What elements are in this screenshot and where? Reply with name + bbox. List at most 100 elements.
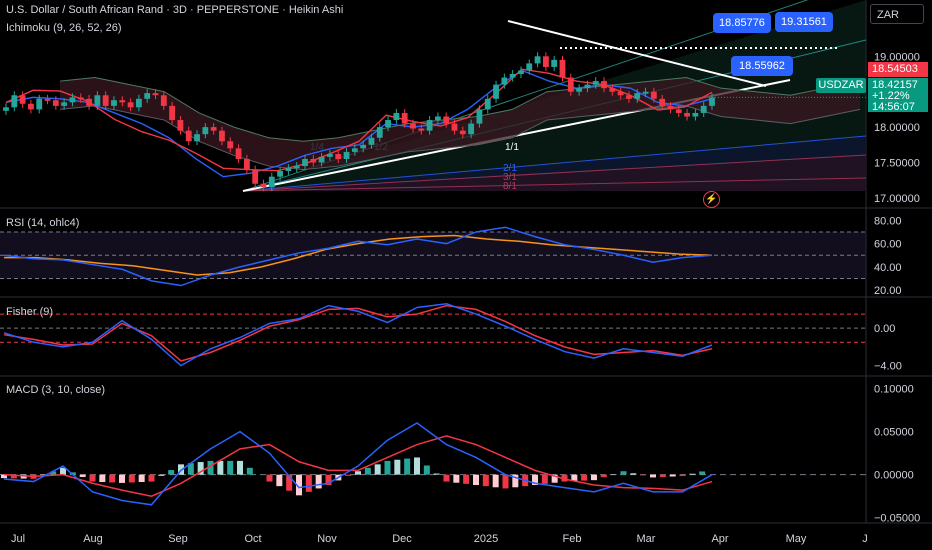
heikin-ashi-candle (542, 56, 549, 67)
macd-histogram-bar (482, 474, 489, 487)
macd-histogram-bar (689, 473, 696, 475)
heikin-ashi-candle (376, 127, 383, 138)
price-tick-label: 18.00000 (874, 122, 920, 134)
macd-histogram-bar (276, 474, 283, 487)
macd-histogram-bar (699, 471, 706, 475)
macd-histogram-bar (168, 470, 175, 475)
rsi-tick-label: 40.00 (874, 262, 902, 274)
fan-label-three: 3/1 (503, 172, 517, 183)
heikin-ashi-candle (310, 158, 317, 163)
heikin-ashi-candle (518, 70, 524, 75)
heikin-ashi-candle (44, 98, 51, 101)
macd-histogram-bar (600, 474, 607, 478)
rsi-tick-label: 80.00 (874, 215, 902, 227)
macd-histogram-bar (473, 474, 479, 485)
macd-histogram-bar (69, 472, 76, 475)
ichimoku-span-b (59, 105, 861, 171)
heikin-ashi-candle (493, 84, 499, 99)
macd-histogram-bar (364, 467, 371, 475)
fisher-tick-label: −4.00 (874, 361, 902, 373)
heikin-ashi-candle (285, 168, 292, 172)
macd-histogram-bar (620, 471, 627, 475)
resistance-trendline (507, 20, 767, 87)
macd-histogram-bar (158, 474, 165, 476)
currency-button[interactable]: ZAR (870, 4, 924, 24)
macd-signal (3, 435, 713, 497)
heikin-ashi-candle (52, 100, 59, 106)
time-axis-label: Oct (244, 533, 261, 545)
heikin-ashi-candle (169, 105, 176, 121)
macd-histogram-bar (325, 474, 332, 485)
heikin-ashi-candle (459, 130, 466, 135)
heikin-ashi-candle (576, 88, 583, 92)
heikin-ashi-candle (418, 128, 425, 131)
heikin-ashi-candle (476, 109, 483, 124)
alert-icon[interactable]: ⚡ (703, 191, 720, 208)
fisher-label[interactable]: Fisher (9) (6, 306, 54, 318)
macd-histogram-bar (512, 474, 519, 488)
macd-histogram-bar (394, 459, 401, 475)
heikin-ashi-candle (243, 158, 250, 170)
macd-histogram-bar (197, 462, 204, 475)
price-tick-label: 19.00000 (874, 51, 920, 63)
macd-histogram-bar (502, 474, 509, 489)
heikin-ashi-candle (617, 91, 624, 96)
time-axis-label: 2025 (474, 533, 498, 545)
macd-histogram-bar (79, 474, 86, 477)
heikin-ashi-candle (468, 123, 475, 135)
heikin-ashi-candle (86, 98, 92, 106)
macd-histogram-bar (187, 463, 194, 475)
rsi-tick-label: 60.00 (874, 239, 902, 251)
heikin-ashi-candle (692, 112, 699, 117)
ichimoku-label[interactable]: Ichimoku (9, 26, 52, 26) (6, 22, 122, 34)
price-label-a[interactable]: 18.85776 (713, 13, 771, 33)
heikin-ashi-candle (160, 95, 167, 106)
heikin-ashi-candle (318, 156, 325, 163)
macd-histogram-bar (423, 465, 430, 475)
time-axis-label: Aug (83, 533, 103, 545)
macd-histogram-bar (541, 474, 548, 484)
heikin-ashi-candle (368, 137, 375, 145)
macd-histogram-bar (630, 473, 637, 475)
time-axis-label: Jul (11, 533, 25, 545)
macd-histogram-bar (315, 474, 322, 489)
macd-histogram-bar (237, 460, 243, 475)
heikin-ashi-candle (302, 158, 308, 167)
time-axis-label: May (786, 533, 807, 545)
price-label-c[interactable]: 18.55962 (731, 56, 793, 76)
heikin-ashi-candle (293, 166, 300, 169)
heikin-ashi-candle (327, 154, 333, 157)
macd-histogram-bar (227, 460, 234, 475)
heikin-ashi-candle (667, 105, 674, 110)
macd-histogram-bar (374, 464, 381, 475)
macd-histogram-bar (640, 474, 647, 476)
heikin-ashi-candle (36, 98, 43, 110)
macd-histogram-bar (217, 460, 224, 475)
time-axis-label: Dec (392, 533, 412, 545)
macd-histogram-bar (266, 474, 273, 482)
heikin-ashi-candle (61, 102, 68, 106)
heikin-ashi-candle (534, 56, 541, 64)
heikin-ashi-candle (227, 141, 234, 149)
price-label-b[interactable]: 19.31561 (775, 12, 833, 32)
macd-line (3, 422, 713, 506)
macd-histogram-bar (492, 474, 499, 488)
rsi-tick-label: 20.00 (874, 285, 902, 297)
rsi-label[interactable]: RSI (14, ohlc4) (6, 217, 80, 229)
heikin-ashi-candle (501, 77, 508, 85)
macd-histogram-bar (414, 457, 420, 475)
macd-label[interactable]: MACD (3, 10, close) (6, 384, 106, 396)
heikin-ashi-candle (393, 112, 400, 121)
heikin-ashi-candle (559, 59, 566, 78)
fan-label-two: 2/1 (503, 163, 517, 174)
heikin-ashi-candle (584, 84, 591, 89)
macd-histogram-bar (571, 474, 578, 482)
macd-tick-label: 0.00000 (874, 470, 914, 482)
heikin-ashi-candle (709, 97, 715, 106)
macd-histogram-bar (119, 474, 125, 483)
macd-histogram-bar (679, 474, 686, 477)
macd-histogram-bar (443, 474, 450, 482)
heikin-ashi-candle (484, 98, 491, 110)
